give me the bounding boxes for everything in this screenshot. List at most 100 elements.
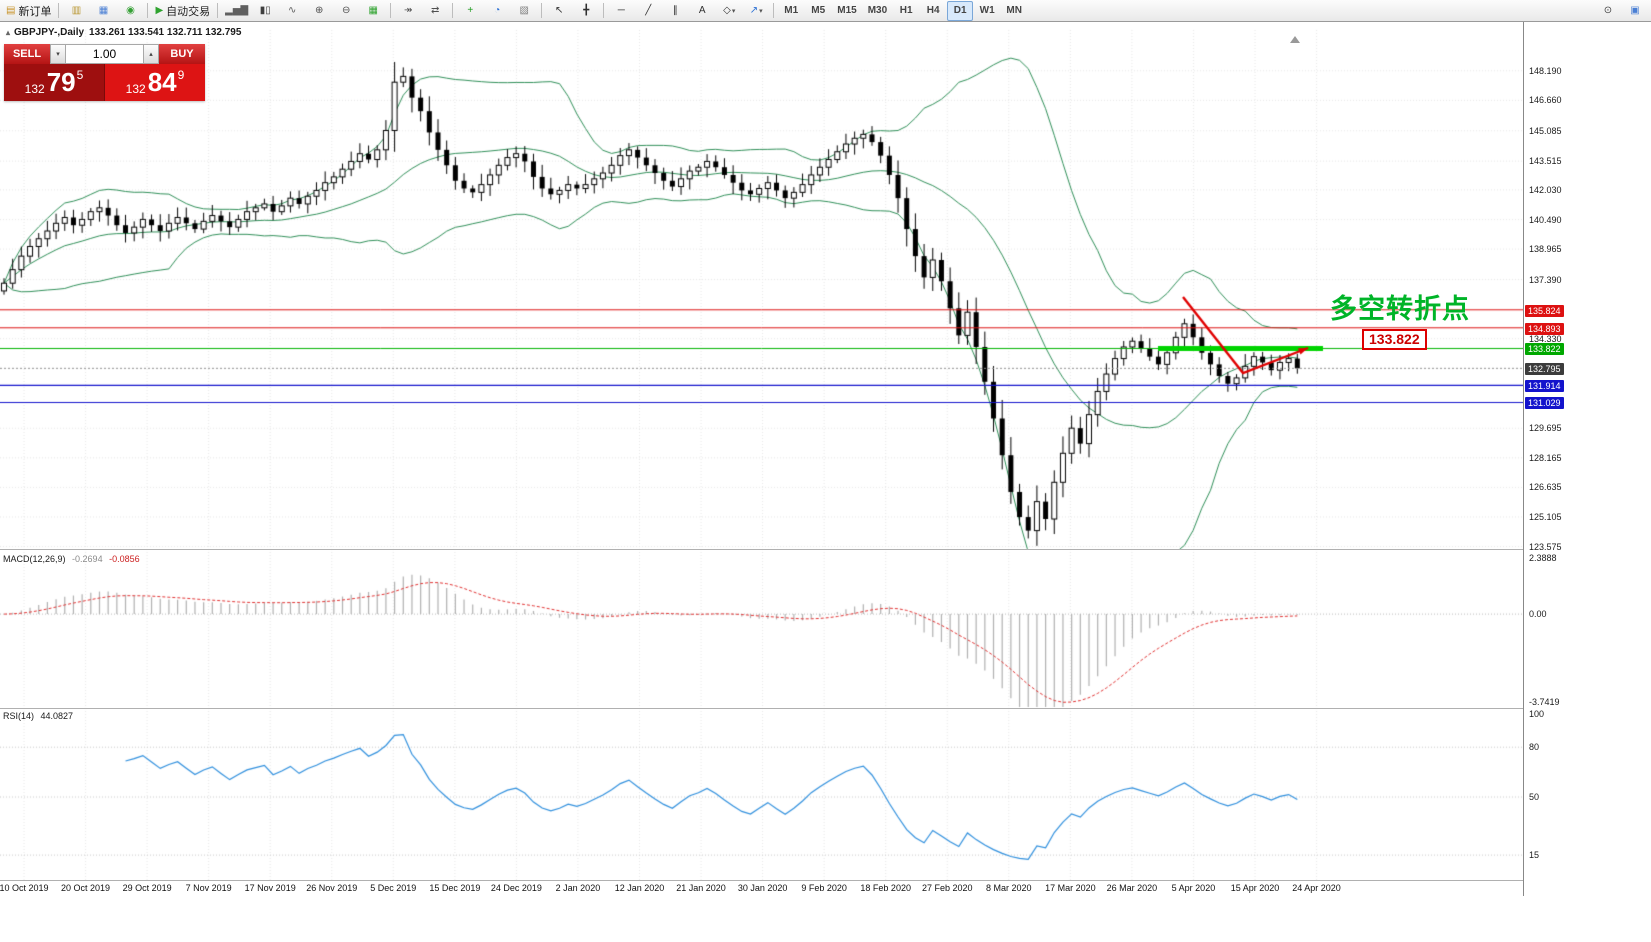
timeframe-m30[interactable]: M30 xyxy=(863,1,892,21)
price-scale-label: 128.165 xyxy=(1529,452,1562,463)
price-scale-label: 140.490 xyxy=(1529,214,1562,225)
timeframe-w1-label: W1 xyxy=(979,5,995,16)
auto-scroll-button[interactable]: ↠ xyxy=(395,1,421,21)
rsi-scale-label: 80 xyxy=(1529,742,1540,753)
chart-shift-button-icon: ⇄ xyxy=(431,4,440,16)
templates-button[interactable]: ▧ xyxy=(511,1,537,21)
price-scale-label: 137.390 xyxy=(1529,274,1562,285)
arrows-button-icon: ↗ xyxy=(749,4,759,16)
scroll-to-end-marker xyxy=(1290,36,1300,43)
line-chart-button[interactable]: ∿ xyxy=(279,1,305,21)
navigator-button[interactable]: ◉ xyxy=(117,1,143,21)
indicators-button[interactable]: + xyxy=(457,1,483,21)
sell-fraction: 5 xyxy=(76,68,84,82)
timeframe-h1[interactable]: H1 xyxy=(893,1,919,21)
market-watch-button-icon: ▦ xyxy=(98,4,109,16)
chart-shift-button[interactable]: ⇄ xyxy=(422,1,448,21)
toolbar-separator xyxy=(452,3,454,18)
price-scale-label: 146.660 xyxy=(1529,95,1562,106)
auto-trading-button[interactable]: ▶ 自动交易 xyxy=(152,1,213,21)
buy-price-display[interactable]: 132 84 9 xyxy=(105,64,205,101)
symbol-name: GBPJPY-,Daily xyxy=(14,27,85,38)
toolbar: ▤ 新订单 ▥ ▦ ◉ ▶ 自动交易 ▂▅▇ ▮▯ ∿ ⊕ ⊖ ▦ ↠ ⇄ + ◔ ▧ ↖ ╋ ─ ╱ ∥ A ◇ ▾ ↗ ▾ M1 M5… xyxy=(0,0,1651,22)
time-axis-label: 30 Jan 2020 xyxy=(737,883,788,893)
trendline-button-icon: ╱ xyxy=(645,4,652,16)
shapes-button[interactable]: ◇ ▾ xyxy=(716,1,742,21)
zoom-out-button[interactable]: ⊖ xyxy=(333,1,359,21)
rsi-value: 44.0827 xyxy=(40,711,74,721)
toolbar-separator xyxy=(773,3,775,18)
chart-profiles-button[interactable]: ▥ xyxy=(63,1,89,21)
price-level-label: 133.822 xyxy=(1362,329,1427,350)
price-scale-label: 143.515 xyxy=(1529,156,1562,167)
indicators-button-icon: + xyxy=(467,4,474,16)
timeframe-m1-label: M1 xyxy=(784,5,799,16)
timeframe-h4[interactable]: H4 xyxy=(920,1,946,21)
rsi-scale-label: 100 xyxy=(1529,709,1545,719)
timeframe-mn[interactable]: MN xyxy=(1001,1,1027,21)
window-cascade-button[interactable]: ▣ xyxy=(1622,1,1648,21)
macd-scale-label: 0.00 xyxy=(1529,609,1547,620)
bar-chart-button[interactable]: ▂▅▇ xyxy=(222,1,251,21)
price-chart-canvas[interactable] xyxy=(0,22,1523,896)
zoom-in-button[interactable]: ⊕ xyxy=(306,1,332,21)
sell-price-display[interactable]: 132 79 5 xyxy=(4,64,105,101)
timeframe-w1[interactable]: W1 xyxy=(974,1,1000,21)
time-axis-label: 15 Dec 2019 xyxy=(429,883,481,893)
search-button[interactable]: ⊙ xyxy=(1595,1,1621,21)
tile-windows-button[interactable]: ▦ xyxy=(360,1,386,21)
price-scale-label: 134.330 xyxy=(1529,333,1562,344)
time-axis-label: 26 Mar 2020 xyxy=(1106,883,1158,893)
cursor-button[interactable]: ↖ xyxy=(546,1,572,21)
macd-label: MACD(12,26,9) -0.2694 -0.0856 xyxy=(3,554,140,564)
search-button-icon: ⊙ xyxy=(1603,4,1613,16)
new-order-button[interactable]: ▤ 新订单 xyxy=(3,1,54,21)
tile-windows-button-icon: ▦ xyxy=(368,4,378,16)
toolbar-separator xyxy=(58,3,60,18)
timeframe-m15[interactable]: M15 xyxy=(832,1,861,21)
timeframe-m5[interactable]: M5 xyxy=(805,1,831,21)
timeframe-d1[interactable]: D1 xyxy=(947,0,974,21)
time-axis-label: 27 Feb 2020 xyxy=(921,883,973,893)
shapes-button-icon: ◇ xyxy=(723,4,731,16)
time-axis-label: 5 Apr 2020 xyxy=(1171,883,1216,893)
auto-trading-button-icon: ▶ xyxy=(155,4,164,16)
price-scale-label: 123.575 xyxy=(1529,541,1562,552)
buy-button[interactable]: BUY xyxy=(159,44,205,64)
collapse-triangle-icon[interactable]: ▴ xyxy=(6,28,11,37)
arrows-button[interactable]: ↗ ▾ xyxy=(743,1,769,21)
text-label-button[interactable]: A xyxy=(689,1,715,21)
channel-button[interactable]: ∥ xyxy=(662,1,688,21)
horizontal-line-button-icon: ─ xyxy=(617,4,625,16)
crosshair-button[interactable]: ╋ xyxy=(573,1,599,21)
volume-increase-button[interactable]: ▴ xyxy=(143,44,159,64)
volume-input[interactable] xyxy=(66,44,143,64)
trendline-button[interactable]: ╱ xyxy=(635,1,661,21)
macd-main-value: -0.2694 xyxy=(72,554,103,564)
price-level-tag: 131.029 xyxy=(1525,397,1564,410)
crosshair-button-icon: ╋ xyxy=(583,4,590,16)
bar-chart-button-icon: ▂▅▇ xyxy=(225,4,249,16)
sell-button[interactable]: SELL xyxy=(4,44,50,64)
timeframe-m1[interactable]: M1 xyxy=(778,1,804,21)
price-level-tag: 135.824 xyxy=(1525,304,1564,317)
line-chart-button-icon: ∿ xyxy=(288,4,297,16)
candlestick-chart-button-icon: ▮▯ xyxy=(259,4,271,16)
time-axis[interactable]: 10 Oct 2019 20 Oct 2019 29 Oct 2019 7 Nov 2… xyxy=(0,883,1522,896)
one-click-trade-panel: SELL ▾ ▴ BUY 132 79 5 132 84 9 xyxy=(4,44,205,101)
panel-separator[interactable] xyxy=(0,549,1651,550)
periods-button[interactable]: ◔ xyxy=(484,1,510,21)
candlestick-chart-button[interactable]: ▮▯ xyxy=(252,1,278,21)
market-watch-button[interactable]: ▦ xyxy=(90,1,116,21)
rsi-scale-label: 15 xyxy=(1529,850,1540,861)
templates-button-icon: ▧ xyxy=(519,4,529,16)
price-axis[interactable]: 148.190 146.660 145.085 143.515 142.030 140.4… xyxy=(1523,22,1651,896)
horizontal-line-button[interactable]: ─ xyxy=(608,1,634,21)
rsi-scale-label: 50 xyxy=(1529,792,1540,802)
volume-decrease-button[interactable]: ▾ xyxy=(50,44,66,64)
panel-separator[interactable] xyxy=(0,708,1651,709)
time-axis-label: 5 Dec 2019 xyxy=(370,883,417,893)
navigator-button-icon: ◉ xyxy=(126,4,135,16)
price-level-tag: 131.914 xyxy=(1525,380,1564,393)
price-level-tag: 134.893 xyxy=(1525,322,1564,335)
